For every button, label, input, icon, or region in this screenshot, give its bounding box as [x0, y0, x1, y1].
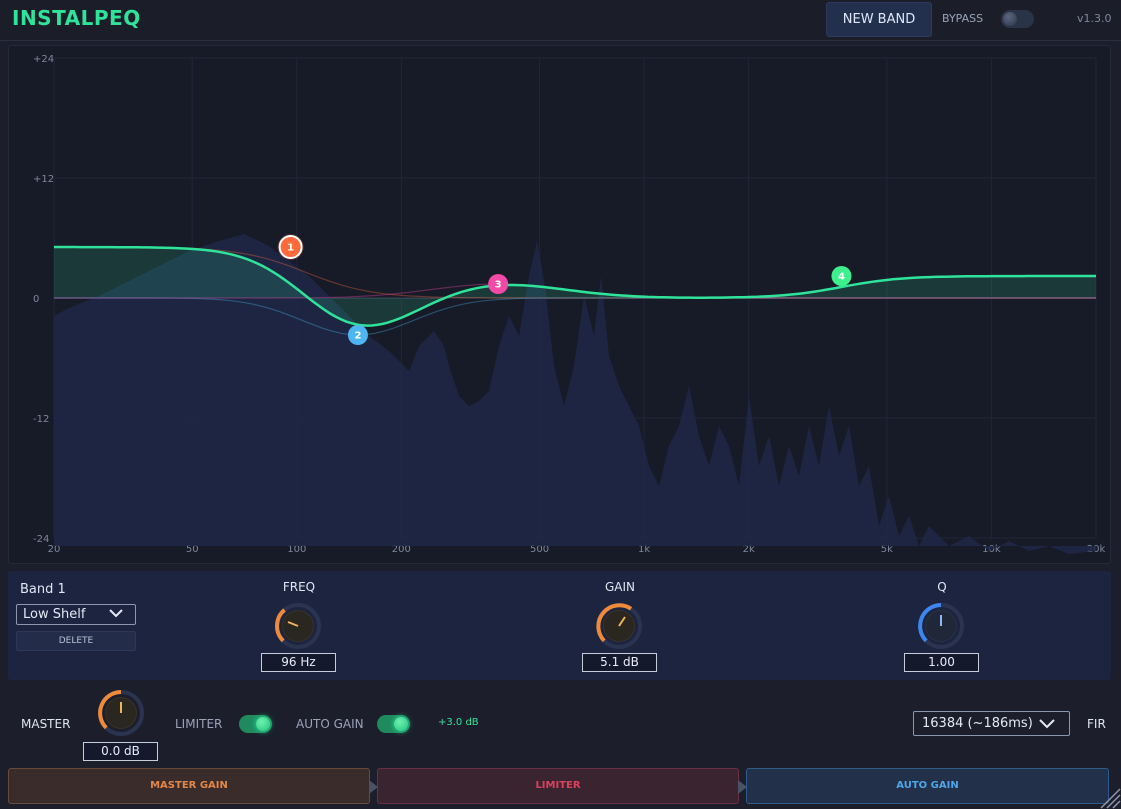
freq-axis-label: 2k — [743, 544, 755, 555]
gain-value[interactable]: 5.1 dB — [582, 653, 657, 672]
master-label: MASTER — [21, 717, 71, 731]
header-bar: INSTALPEQ NEW BAND BYPASS v1.3.0 — [0, 0, 1121, 41]
freq-axis-label: 20 — [48, 544, 61, 555]
q-value[interactable]: 1.00 — [904, 653, 979, 672]
fir-size-value: 16384 (~186ms) — [922, 716, 1033, 731]
master-value[interactable]: 0.0 dB — [83, 742, 158, 761]
limiter-label: LIMITER — [175, 717, 223, 731]
auto-gain-value: +3.0 dB — [438, 717, 479, 728]
freq-axis-label: 500 — [530, 544, 549, 555]
db-axis-label: -12 — [33, 414, 49, 425]
freq-axis-label: 100 — [287, 544, 306, 555]
band-title: Band 1 — [20, 582, 66, 597]
band-node-3[interactable]: 3 — [488, 274, 509, 294]
q-label: Q — [937, 580, 947, 594]
auto-gain-module[interactable]: AUTO GAIN — [746, 768, 1109, 804]
freq-axis-label: 5k — [881, 544, 893, 555]
band-node-label: 3 — [495, 280, 502, 291]
band-type-select[interactable]: Low Shelf — [16, 604, 136, 625]
chevron-down-icon — [1039, 719, 1055, 729]
bypass-toggle-knob — [1003, 12, 1017, 26]
q-knob[interactable] — [916, 601, 966, 651]
fir-label: FIR — [1087, 717, 1106, 731]
band-type-value: Low Shelf — [23, 607, 86, 622]
band-node-label: 1 — [287, 243, 294, 254]
db-axis-label: +12 — [33, 174, 54, 185]
freq-axis-label: 200 — [392, 544, 411, 555]
app-title: INSTALPEQ — [12, 6, 141, 30]
chevron-down-icon — [109, 609, 123, 618]
db-axis-label: +24 — [33, 54, 54, 65]
new-band-button[interactable]: NEW BAND — [826, 2, 932, 37]
resize-handle-icon[interactable] — [1097, 785, 1121, 809]
freq-axis-label: 1k — [638, 544, 650, 555]
eq-graph[interactable]: +24+120-12-2420501002005001k2k5k10k20k 1… — [8, 45, 1111, 564]
bypass-toggle[interactable] — [1001, 10, 1034, 28]
chain-arrow-icon — [369, 780, 378, 794]
spectrum-analyzer — [54, 234, 1096, 554]
auto-gain-label: AUTO GAIN — [296, 717, 364, 731]
gain-knob[interactable] — [594, 601, 644, 651]
master-gain-module[interactable]: MASTER GAIN — [8, 768, 370, 804]
gain-label: GAIN — [604, 580, 636, 594]
freq-label: FREQ — [282, 580, 316, 594]
freq-axis-label: 20k — [1087, 544, 1106, 555]
db-axis-label: -24 — [33, 534, 49, 545]
fir-size-select[interactable]: 16384 (~186ms) — [913, 711, 1070, 736]
limiter-toggle-knob — [256, 717, 270, 731]
freq-knob[interactable] — [273, 601, 323, 651]
band-node-1[interactable]: 1 — [277, 234, 304, 260]
version-label: v1.3.0 — [1077, 12, 1112, 25]
eq-curve-fill — [54, 247, 1096, 326]
auto-gain-toggle-knob — [394, 717, 408, 731]
limiter-toggle[interactable] — [239, 715, 272, 733]
limiter-module[interactable]: LIMITER — [377, 768, 739, 804]
freq-value[interactable]: 96 Hz — [261, 653, 336, 672]
auto-gain-toggle[interactable] — [377, 715, 410, 733]
band-node-label: 4 — [838, 272, 845, 283]
band-curve — [54, 297, 1096, 336]
band-node-label: 2 — [354, 331, 361, 342]
freq-axis-label: 50 — [186, 544, 199, 555]
master-knob[interactable] — [96, 688, 146, 738]
delete-band-button[interactable]: DELETE — [16, 631, 136, 651]
eq-graph-canvas[interactable]: +24+120-12-2420501002005001k2k5k10k20k 1… — [9, 46, 1111, 564]
db-axis-label: 0 — [33, 294, 39, 305]
band-node-2[interactable]: 2 — [347, 325, 368, 345]
band-node-4[interactable]: 4 — [831, 266, 852, 286]
bypass-label: BYPASS — [942, 12, 984, 25]
eq-response-curve — [54, 245, 1096, 327]
band-curve — [54, 246, 1096, 299]
chain-arrow-icon — [738, 780, 747, 794]
band-editor: Band 1 Low Shelf DELETE FREQ 96 Hz GAIN … — [8, 571, 1111, 680]
